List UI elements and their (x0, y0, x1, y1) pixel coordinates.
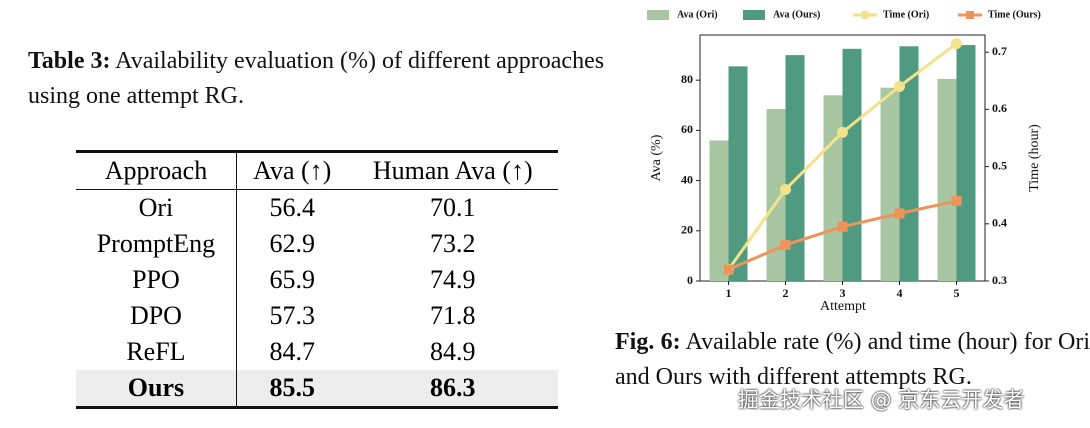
table-cell: 84.9 (430, 337, 476, 366)
table-cell: 62.9 (269, 229, 315, 258)
x-tick-label: 3 (840, 286, 846, 300)
table-cell: DPO (76, 298, 237, 334)
y2-axis-label: Time (hour) (1027, 124, 1042, 192)
bar (728, 66, 748, 281)
marker (780, 239, 791, 250)
caption-text: Availability evaluation (%) of different… (28, 48, 605, 109)
header-cell: Approach (76, 151, 237, 190)
table-label: Table 3: (28, 48, 111, 74)
y-tick-label: 40 (681, 172, 693, 186)
x-tick-label: 2 (783, 286, 789, 300)
header-row: Approach Ava (↑) Human Ava (↑) (76, 151, 558, 190)
table-cell: 70.1 (430, 193, 476, 222)
table-cell: ReFL (76, 334, 237, 370)
marker (951, 38, 962, 50)
legend-label: Time (Ours) (988, 9, 1041, 20)
table-cell: PPO (76, 262, 237, 298)
table-cell: 56.4 (269, 193, 315, 222)
legend-swatch (860, 10, 870, 20)
x-axis-label: Attempt (820, 299, 866, 314)
table-caption: Table 3: Availability evaluation (%) of … (28, 44, 618, 114)
table-row: PromptEng 62.9 73.2 (76, 226, 558, 262)
bar (842, 48, 862, 281)
table-cell: 73.2 (430, 229, 476, 258)
table-row: DPO 57.3 71.8 (76, 298, 558, 334)
marker (837, 221, 848, 232)
bar (823, 95, 843, 281)
legend-swatch (647, 10, 669, 20)
marker (723, 264, 734, 275)
y2-tick-label: 0.5 (992, 158, 1007, 172)
header-cell: Human Ava (↑) (347, 151, 558, 190)
legend-swatch (743, 10, 765, 20)
watermark: 掘金技术社区 @ 京东云开发者 (738, 388, 1025, 412)
marker (894, 80, 905, 92)
legend-label: Ava (Ori) (677, 9, 718, 20)
x-tick-label: 1 (726, 286, 732, 300)
y2-tick-label: 0.6 (992, 101, 1007, 115)
table-row: Ours 85.5 86.3 (76, 370, 558, 408)
y2-tick-label: 0.7 (992, 44, 1007, 58)
bar (709, 140, 729, 281)
y-axis-label: Ava (%) (649, 134, 664, 181)
table-cell: 71.8 (430, 301, 476, 330)
marker (837, 126, 848, 138)
caption-text: Available rate (%) and time (hour) for O… (615, 329, 1090, 390)
table-cell: PromptEng (76, 226, 237, 262)
header-cell: Ava (↑) (236, 151, 348, 190)
marker (780, 183, 791, 195)
y2-tick-label: 0.4 (992, 216, 1007, 230)
table-cell: 65.9 (269, 265, 315, 294)
bar (785, 55, 805, 281)
table-row: PPO 65.9 74.9 (76, 262, 558, 298)
chart: Attempt Ava (%) Time (hour) 0 20 40 60 80 0.3… (647, 9, 1042, 314)
table-cell: 84.7 (269, 337, 315, 366)
table-row: Ori 56.4 70.1 (76, 189, 558, 226)
table-cell: 86.3 (347, 370, 558, 408)
x-tick-label: 5 (954, 286, 960, 300)
table-body: Ori 56.4 70.1 PromptEng 62.9 73.2 PPO 65.9 74.9 D… (76, 189, 558, 408)
y-tick-label: 20 (681, 223, 693, 237)
y-tick-label: 60 (681, 122, 693, 136)
y-tick-label: 0 (687, 273, 693, 287)
marker (894, 208, 905, 219)
legend-label: Time (Ori) (883, 9, 929, 20)
legend-label: Ava (Ours) (773, 9, 820, 20)
figure-caption: Fig. 6: Available rate (%) and time (hou… (615, 325, 1090, 395)
figure-label: Fig. 6: (615, 329, 681, 355)
legend-swatch (966, 11, 974, 19)
bar (880, 87, 900, 281)
x-tick-label: 4 (897, 286, 903, 300)
bar (899, 46, 919, 282)
y-tick-label: 80 (681, 72, 693, 86)
table-cell: Ori (76, 189, 237, 226)
table: Approach Ava (↑) Human Ava (↑) Ori 56.4 70… (76, 150, 558, 409)
y2-tick-label: 0.3 (992, 273, 1007, 287)
bar (956, 45, 976, 281)
table-cell: Ours (76, 370, 237, 408)
table-row: ReFL 84.7 84.9 (76, 334, 558, 370)
bar (766, 109, 786, 281)
marker (951, 195, 962, 206)
table-cell: 74.9 (430, 265, 476, 294)
bar (937, 78, 957, 281)
table-cell: 85.5 (236, 370, 348, 408)
table-cell: 57.3 (269, 301, 315, 330)
